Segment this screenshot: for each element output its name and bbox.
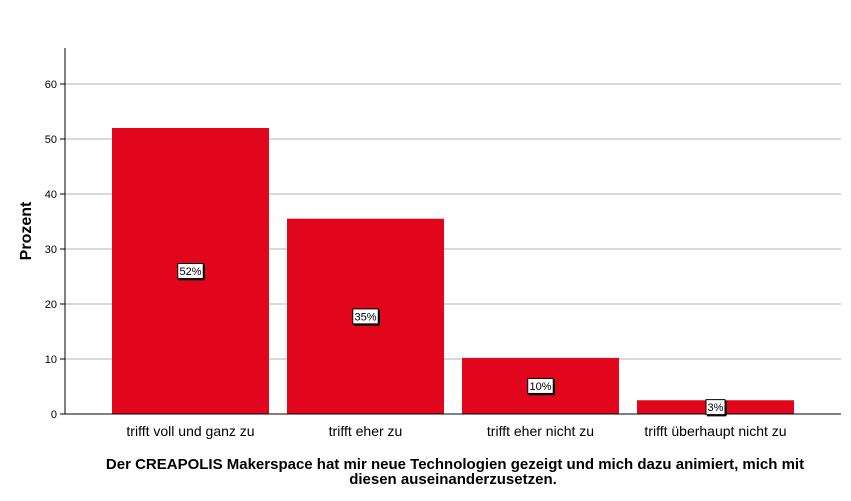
y-axis-title: Prozent (18, 201, 35, 260)
data-label: 35% (354, 311, 376, 323)
y-tick-label: 20 (45, 299, 57, 311)
axes: 0 10 20 30 40 50 60 trifft voll und ganz zu trif… (45, 48, 841, 439)
x-tick-label: trifft voll und ganz zu (126, 423, 254, 439)
x-axis-title-line-2: diesen auseinanderzusetzen. (349, 471, 557, 488)
data-label-box (177, 263, 204, 279)
x-tick-label: trifft eher nicht zu (487, 423, 594, 439)
data-label: 10% (529, 381, 551, 393)
data-label: 3% (708, 402, 724, 414)
x-axis-title-line-1: Der CREAPOLIS Makerspace hat mir neue Te… (106, 456, 804, 473)
bars (112, 128, 794, 414)
y-tick-label: 40 (45, 189, 57, 201)
data-label-box (527, 377, 554, 394)
x-tick-label: trifft eher zu (329, 423, 403, 439)
y-tick-label: 0 (51, 409, 57, 421)
data-labels: 52% 35% 10% 3% (177, 263, 727, 417)
data-label-box (352, 308, 379, 325)
y-tick-label: 30 (45, 244, 57, 256)
y-tick-label: 50 (45, 134, 57, 146)
data-label-box (705, 399, 726, 416)
y-tick-label: 60 (45, 79, 57, 91)
x-tick-label: trifft überhaupt nicht zu (644, 423, 786, 439)
data-label: 52% (179, 266, 201, 278)
y-tick-label: 10 (45, 354, 57, 366)
